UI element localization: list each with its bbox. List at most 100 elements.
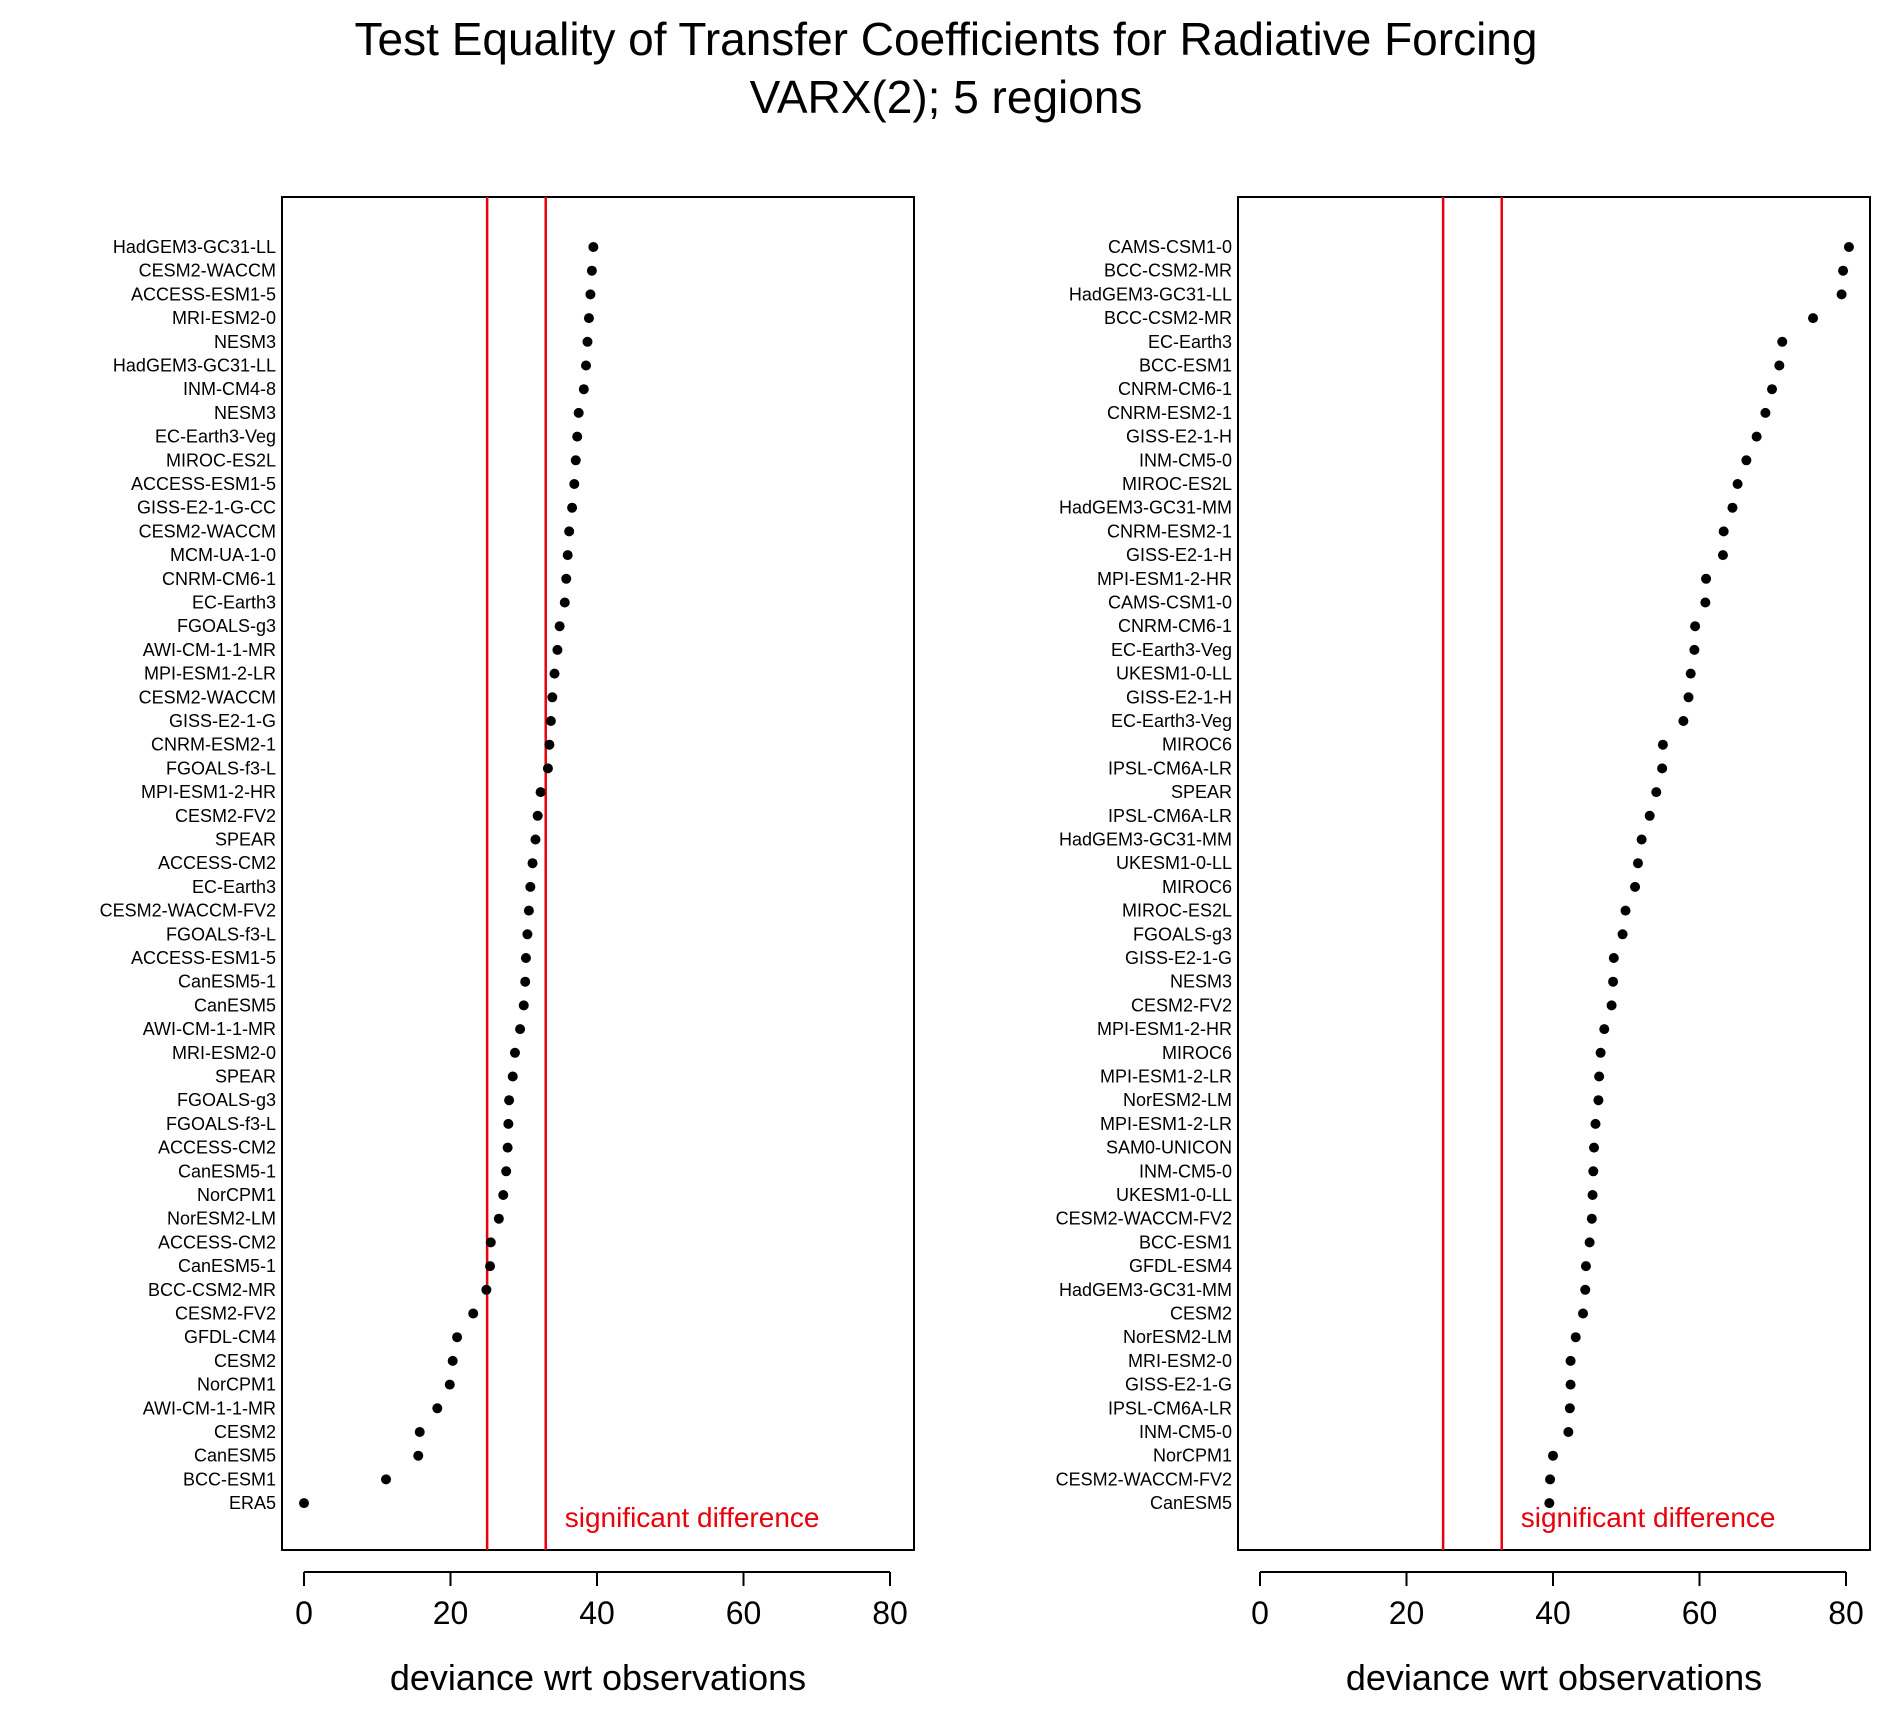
model-label: NorESM2-LM [1123,1090,1232,1110]
model-label: CESM2 [1170,1304,1232,1324]
model-label: CESM2-FV2 [1131,995,1232,1015]
model-label: NESM3 [214,403,276,423]
model-label: ACCESS-CM2 [158,1138,276,1158]
data-point [1651,787,1662,798]
model-label: GFDL-CM4 [184,1327,276,1347]
model-label: CESM2-WACCM [139,687,276,707]
model-label: CESM2-WACCM [139,521,276,541]
data-point [1838,265,1849,276]
model-label: HadGEM3-GC31-MM [1059,830,1232,850]
data-point [1741,455,1752,466]
model-label: MIROC6 [1162,735,1232,755]
data-point [1808,313,1819,324]
data-point [501,1166,512,1177]
model-label: MPI-ESM1-2-LR [1100,1114,1232,1134]
model-label: ACCESS-CM2 [158,853,276,873]
data-point [535,787,546,798]
chart-panel-2: significant difference CAMS-CSM1-0 BCC-CSM… [1056,196,1871,1698]
model-label: GISS-E2-1-G [169,711,276,731]
data-point [481,1284,492,1295]
model-label: ACCESS-CM2 [158,1232,276,1252]
model-label: NorCPM1 [197,1375,276,1395]
model-label: ERA5 [229,1493,276,1513]
model-label: FGOALS-g3 [177,616,276,636]
data-point [522,929,533,940]
model-label: CanESM5 [1150,1493,1232,1513]
data-point [1644,810,1655,821]
data-point [498,1190,509,1200]
data-point [1580,1261,1591,1272]
data-point [504,1095,515,1106]
data-point [1570,1332,1581,1343]
model-label: MPI-ESM1-2-LR [1100,1067,1232,1087]
data-point [413,1450,424,1461]
chart-title: Test Equality of Transfer Coefficients f… [354,13,1538,65]
model-label: SPEAR [215,830,276,850]
data-point [1588,1166,1599,1177]
model-label: CNRM-CM6-1 [162,569,276,589]
data-point [578,384,589,395]
model-label: CanESM5 [194,1446,276,1466]
model-label: CanESM5-1 [178,972,276,992]
data-point [1701,573,1712,584]
model-label: MPI-ESM1-2-HR [1097,1019,1232,1039]
data-point [1727,502,1738,513]
data-point [1777,336,1788,347]
data-point [582,336,593,347]
chart-panel-1: significant difference HadGEM3-GC31-LL CES… [100,196,915,1698]
data-point [1608,976,1619,987]
data-point [554,621,565,632]
data-point [1606,1000,1617,1011]
model-label: CESM2 [214,1422,276,1442]
data-point [569,479,580,489]
model-label: CanESM5-1 [178,1161,276,1181]
model-label: NESM3 [214,332,276,352]
data-point [1685,668,1696,679]
model-label: CESM2-WACCM-FV2 [1056,1469,1232,1489]
model-label: FGOALS-f3-L [166,924,276,944]
data-point [1620,905,1631,916]
model-label: NESM3 [1170,972,1232,992]
plot-frame [1237,196,1871,1551]
data-point [1760,407,1771,418]
data-point [549,668,560,679]
x-tick-label: 40 [579,1595,615,1631]
data-point [586,265,597,276]
model-label: NorCPM1 [197,1185,276,1205]
data-point [485,1261,496,1272]
data-point [432,1403,443,1414]
model-label: FGOALS-g3 [177,1090,276,1110]
data-point [552,644,563,655]
model-label: BCC-ESM1 [183,1469,276,1489]
data-point [1636,834,1647,845]
model-label: CESM2-WACCM-FV2 [100,901,276,921]
model-label: MPI-ESM1-2-HR [1097,569,1232,589]
x-tick-label: 40 [1535,1595,1571,1631]
data-point [485,1237,496,1248]
model-label: AWI-CM-1-1-MR [143,640,276,660]
x-tick-label: 80 [872,1595,908,1631]
data-point [570,455,581,466]
data-point [1586,1213,1597,1224]
data-point [1584,1237,1595,1248]
model-label: GISS-E2-1-G [1125,1375,1232,1395]
chart-subtitle: VARX(2); 5 regions [749,71,1143,123]
model-label: EC-Earth3-Veg [1111,711,1232,731]
data-point [507,1071,518,1082]
data-point [503,1118,514,1129]
model-label: IPSL-CM6A-LR [1108,1398,1232,1418]
data-point [527,858,538,869]
data-point [1593,1095,1604,1106]
data-point [502,1142,513,1153]
chart-title-block: Test Equality of Transfer Coefficients f… [0,10,1892,126]
data-point [525,881,536,892]
data-point [518,1000,529,1011]
data-point [544,739,555,750]
model-label: EC-Earth3 [192,593,276,613]
data-point [1689,644,1700,655]
data-point [532,810,543,821]
model-label: UKESM1-0-LL [1116,853,1232,873]
model-label: INM-CM5-0 [1139,1422,1232,1442]
data-point [299,1498,309,1509]
model-label: GISS-E2-1-G-CC [137,498,276,518]
